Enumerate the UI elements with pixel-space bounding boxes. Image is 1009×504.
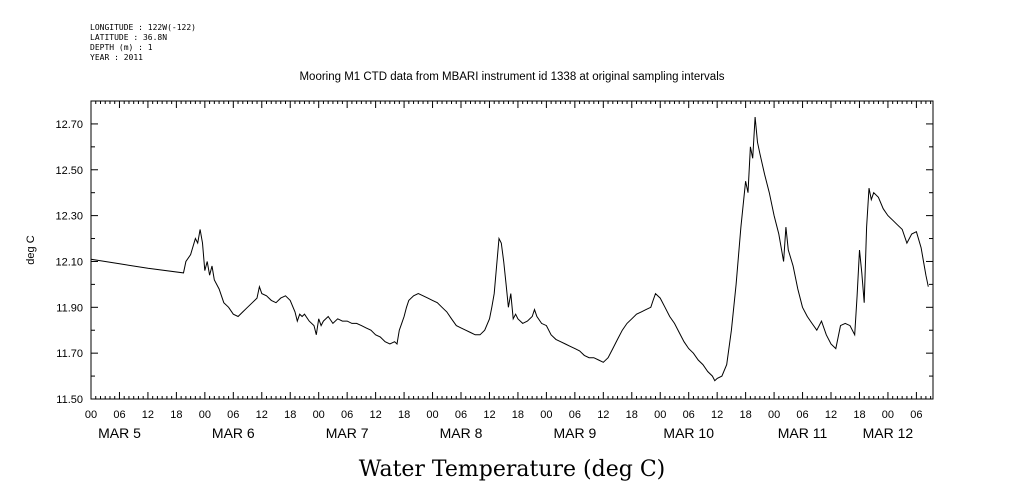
temperature-series-line [90,116,929,382]
x-hour-tick-label: 18 [512,409,524,421]
x-axis: 00 06 12 18 00 06 12 18 00 06 12 18 00 06 12 18 00 06 12 18… [85,101,932,421]
x-hour-tick-label: 12 [142,409,154,421]
x-hour-tick-label: 06 [227,409,239,421]
x-hour-tick-label: 06 [796,409,808,421]
x-hour-tick-label: 00 [313,409,325,421]
x-day-label: MAR 8 [440,425,483,441]
x-day-label: MAR 9 [553,425,596,441]
year-label: YEAR : 2011 [90,53,143,62]
y-axis: 11.50 11.70 11.90 12.10 12.30 12.50 12.70 [55,100,933,406]
day-labels: MAR 5 MAR 6 MAR 7 MAR 8 MAR 9 MAR 10 MAR 11 MAR… [98,425,913,441]
x-hour-tick-label: 18 [170,409,182,421]
x-hour-tick-label: 00 [540,409,552,421]
x-hour-tick-label: 00 [882,409,894,421]
latitude-label: LATITUDE : 36.8N [90,33,167,42]
chart-title: Mooring M1 CTD data from MBARI instrumen… [299,71,724,83]
y-tick-label: 12.10 [55,256,83,268]
x-hour-tick-label: 18 [284,409,296,421]
x-hour-tick-label: 06 [455,409,467,421]
y-tick-label: 11.50 [56,394,83,406]
x-hour-tick-label: 18 [853,409,865,421]
x-hour-tick-label: 00 [768,409,780,421]
x-hour-tick-label: 12 [369,409,381,421]
x-day-label: MAR 7 [326,425,369,441]
depth-label: DEPTH (m) : 1 [90,43,153,52]
x-hour-tick-label: 00 [426,409,438,421]
y-tick-label: 11.70 [56,348,83,360]
x-hour-tick-label: 12 [256,409,268,421]
x-hour-tick-label: 18 [740,409,752,421]
x-hour-tick-label: 12 [711,409,723,421]
x-day-label: MAR 10 [663,425,714,441]
x-day-label: MAR 6 [212,425,255,441]
plot-frame [90,100,934,400]
x-hour-tick-label: 06 [569,409,581,421]
y-tick-label: 12.30 [55,211,83,223]
x-hour-tick-label: 06 [683,409,695,421]
y-tick-label: 11.90 [56,302,83,314]
x-day-label: MAR 5 [98,425,141,441]
y-axis-label: deg C [25,235,37,264]
x-day-label: MAR 12 [863,425,914,441]
longitude-label: LONGITUDE : 122W(-122) [90,23,196,32]
x-hour-tick-label: 00 [199,409,211,421]
x-hour-tick-label: 06 [341,409,353,421]
x-hour-tick-label: 06 [910,409,922,421]
y-tick-label: 12.50 [55,165,83,177]
x-hour-tick-label: 18 [626,409,638,421]
x-hour-tick-label: 00 [654,409,666,421]
x-hour-tick-label: 18 [398,409,410,421]
x-axis-label: Water Temperature (deg C) [359,457,666,482]
y-tick-label: 12.70 [55,119,83,131]
x-day-label: MAR 11 [778,425,828,441]
x-hour-tick-label: 06 [113,409,125,421]
x-hour-tick-label: 00 [85,409,97,421]
x-hour-tick-label: 12 [597,409,609,421]
x-hour-tick-label: 12 [825,409,837,421]
x-hour-tick-label: 12 [483,409,495,421]
